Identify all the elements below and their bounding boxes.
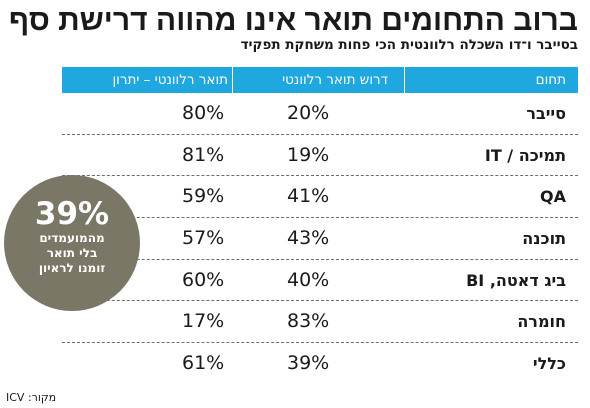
row-field: כללי — [532, 354, 566, 374]
page-title: ברוב התחומים תואר אינו מהווה דרישת סף — [8, 4, 578, 37]
row-advantage: 17% — [182, 310, 225, 333]
row-requires: 39% — [287, 352, 330, 375]
row-requires: 41% — [287, 185, 330, 208]
row-field: סייבר — [526, 104, 566, 123]
header-divider — [404, 67, 405, 93]
header-divider — [232, 67, 233, 93]
header-advantage: תואר רלוונטי – יתרון — [112, 72, 228, 88]
table-row: ביג דאטה, BI 40% 60% — [62, 260, 578, 302]
table-row: כללי 39% 61% — [62, 343, 578, 385]
row-advantage: 61% — [182, 352, 225, 375]
table-row: תוכנה 43% 57% — [62, 218, 578, 260]
row-field: חומרה — [517, 312, 566, 332]
row-advantage: 60% — [182, 268, 225, 291]
row-requires: 83% — [287, 310, 330, 333]
source-note: מקור: ICV — [6, 391, 57, 404]
row-requires: 40% — [287, 268, 330, 291]
callout-value: 39% — [34, 196, 110, 232]
row-requires: 43% — [287, 227, 330, 250]
row-advantage: 80% — [182, 102, 225, 124]
table-row: חומרה 83% 17% — [62, 301, 578, 344]
row-field: תוכנה — [522, 229, 566, 249]
row-advantage: 81% — [182, 143, 225, 166]
callout-circle: 39% מהמועמדים בלי תואר זומנו לראיון — [4, 175, 140, 311]
callout-text: מהמועמדים בלי תואר זומנו לראיון — [38, 231, 106, 275]
row-requires: 20% — [287, 102, 330, 124]
row-requires: 19% — [287, 143, 330, 166]
header-requires: דרוש תואר רלוונטי — [282, 72, 388, 88]
row-field: QA — [540, 187, 566, 207]
row-field: תמיכה / IT — [484, 145, 566, 165]
table-row: QA 41% 59% — [62, 176, 578, 219]
data-table: תחום דרוש תואר רלוונטי תואר רלוונטי – ית… — [62, 67, 578, 385]
page-subtitle: בסייבר ו־דו השכלה רלוונטית הכי פחות משחק… — [240, 37, 578, 53]
row-advantage: 59% — [182, 185, 225, 208]
table-row: תמיכה / IT 19% 81% — [62, 135, 578, 177]
table-row: סייבר 20% 80% — [62, 93, 578, 135]
row-field: ביג דאטה, BI — [466, 270, 566, 290]
row-advantage: 57% — [182, 227, 225, 250]
table-header: תחום דרוש תואר רלוונטי תואר רלוונטי – ית… — [62, 67, 578, 93]
header-field: תחום — [535, 72, 566, 88]
